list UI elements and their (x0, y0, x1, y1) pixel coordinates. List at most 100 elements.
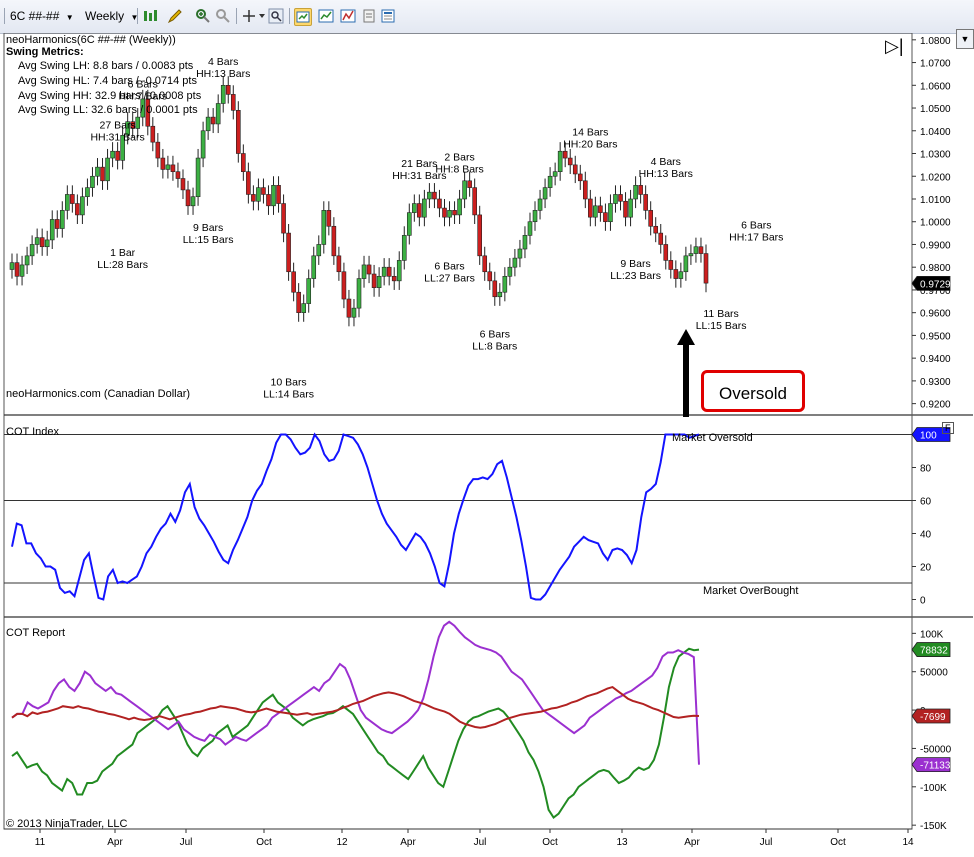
panel-frames (3, 33, 973, 830)
candle-body (160, 157, 166, 170)
candle-body (678, 271, 684, 279)
crosshair-icon[interactable] (241, 8, 265, 24)
candle-body (291, 271, 296, 293)
chevron-down-icon: ▼ (65, 13, 74, 22)
price-axis-label: 1.0600 (920, 81, 951, 92)
small-specs-last-badge: -7699 (920, 712, 946, 723)
x-axis-label: Jul (180, 837, 193, 848)
swing-metric-lh: Avg Swing LH: 8.8 bars / 0.0083 pts (18, 60, 194, 72)
candle-body (266, 194, 271, 207)
candle-body (502, 275, 508, 293)
candle-body (638, 185, 643, 195)
candle-body (371, 273, 377, 288)
properties-icon[interactable] (294, 8, 312, 26)
x-axis-label: Apr (400, 837, 416, 848)
candle-body (653, 225, 659, 234)
price-axis-label: 0.9700 (920, 286, 951, 297)
candle-body (200, 130, 206, 159)
price-axis-label: 0.9800 (920, 263, 951, 274)
candle-body (115, 150, 120, 161)
cot-index-axis-label: 40 (920, 530, 932, 541)
x-axis-label: 11 (35, 837, 46, 848)
swing-label-extreme: HH:17 Bars (729, 232, 783, 244)
small-specs-last-badge-bg (911, 708, 951, 724)
period-label: Weekly (85, 9, 125, 23)
price-axis-label: 0.9400 (920, 354, 951, 365)
swing-label-extreme: HH:31 Bars (392, 170, 446, 182)
candle-body (39, 237, 45, 248)
cot-index-series-line (11, 432, 700, 601)
candle-body (608, 203, 613, 223)
noncommercials-last-badge-bg (911, 757, 951, 773)
x-axis-label: Oct (256, 837, 272, 848)
last-price-badge-bg (911, 275, 951, 291)
price-axis-label: 0.9200 (920, 400, 951, 411)
pencil-icon[interactable] (167, 8, 183, 24)
candle-body (225, 84, 231, 95)
swing-label-bars: 14 Bars (572, 126, 608, 138)
candle-body (326, 210, 332, 227)
candle-body (643, 194, 648, 211)
data-box-icon[interactable] (318, 8, 334, 24)
candle-body (422, 198, 427, 218)
print-icon[interactable] (361, 8, 377, 24)
price-panel-title: neoHarmonics(6C ##-## (Weekly)) (6, 34, 176, 46)
candle-body (205, 116, 211, 132)
cot-report-axis-label: 100K (920, 629, 944, 640)
cot-report-plot (11, 620, 700, 819)
candle-body (427, 191, 432, 200)
candle-body (246, 171, 251, 195)
swing-label-extreme: LL:15 Bars (183, 234, 234, 246)
period-selector[interactable]: Weekly ▼ (85, 7, 138, 25)
candle-body (54, 219, 60, 229)
candle-body (552, 171, 558, 177)
candle-body (462, 180, 467, 200)
zoom-in-icon[interactable] (195, 8, 211, 24)
candle-body (401, 235, 407, 261)
market-oversold-label: Market Oversold (672, 432, 753, 444)
candle-body (356, 278, 362, 309)
candle-body (663, 244, 669, 261)
cot-report-axis-label: -150K (920, 821, 947, 832)
swing-label-extreme: LL:14 Bars (263, 388, 314, 400)
price-axis-label: 1.0200 (920, 172, 951, 183)
swing-label-extreme: LL:28 Bars (97, 259, 148, 271)
candle-body (467, 180, 472, 188)
candle-body (306, 278, 312, 304)
axes: 1.0800 1.0700 1.0600 1.0500 1.0400 1.0300 1.02… (4, 36, 952, 848)
candle-body (251, 194, 256, 202)
zoom-out-icon[interactable] (215, 8, 231, 24)
instrument-selector[interactable]: 6C ##-## ▼ (10, 7, 74, 25)
candle-body (703, 253, 709, 284)
candle-body (301, 303, 306, 313)
candle-body (256, 187, 261, 202)
candle-body (603, 212, 608, 223)
candle-body (24, 255, 30, 266)
data-box-icon[interactable] (380, 8, 396, 24)
price-axis-label: 0.9300 (920, 377, 951, 388)
oversold-callout: Oversold (701, 370, 805, 412)
search-icon[interactable] (268, 8, 284, 24)
swing-metric-hl: Avg Swing HL: 7.4 bars / -0.0714 pts (18, 75, 197, 87)
candle-body (683, 255, 689, 273)
candle-body (386, 266, 392, 277)
candle-body (517, 248, 523, 259)
f-button[interactable]: F (942, 422, 954, 434)
chevron-down-icon[interactable]: ▼ (956, 29, 974, 49)
bar-type-icon[interactable] (142, 8, 158, 24)
swing-label-bars: 11 Bars (703, 308, 738, 320)
toolbar-grip (4, 8, 5, 24)
candle-body (567, 157, 573, 166)
scroll-end-icon[interactable]: ▷| (885, 36, 904, 56)
swing-label-extreme: LL:15 Bars (696, 320, 747, 332)
candle-body (447, 210, 452, 218)
candle-body (698, 246, 704, 254)
copyright-text: © 2013 NinjaTrader, LLC (6, 818, 128, 830)
strategy-icon[interactable] (340, 8, 356, 24)
cot-index-axis-label: 80 (920, 464, 932, 475)
cot-index-last-badge: 100 (920, 431, 937, 442)
candle-body (432, 191, 437, 200)
candle-body (9, 262, 15, 270)
swing-label-extreme: LL:27 Bars (424, 272, 475, 284)
